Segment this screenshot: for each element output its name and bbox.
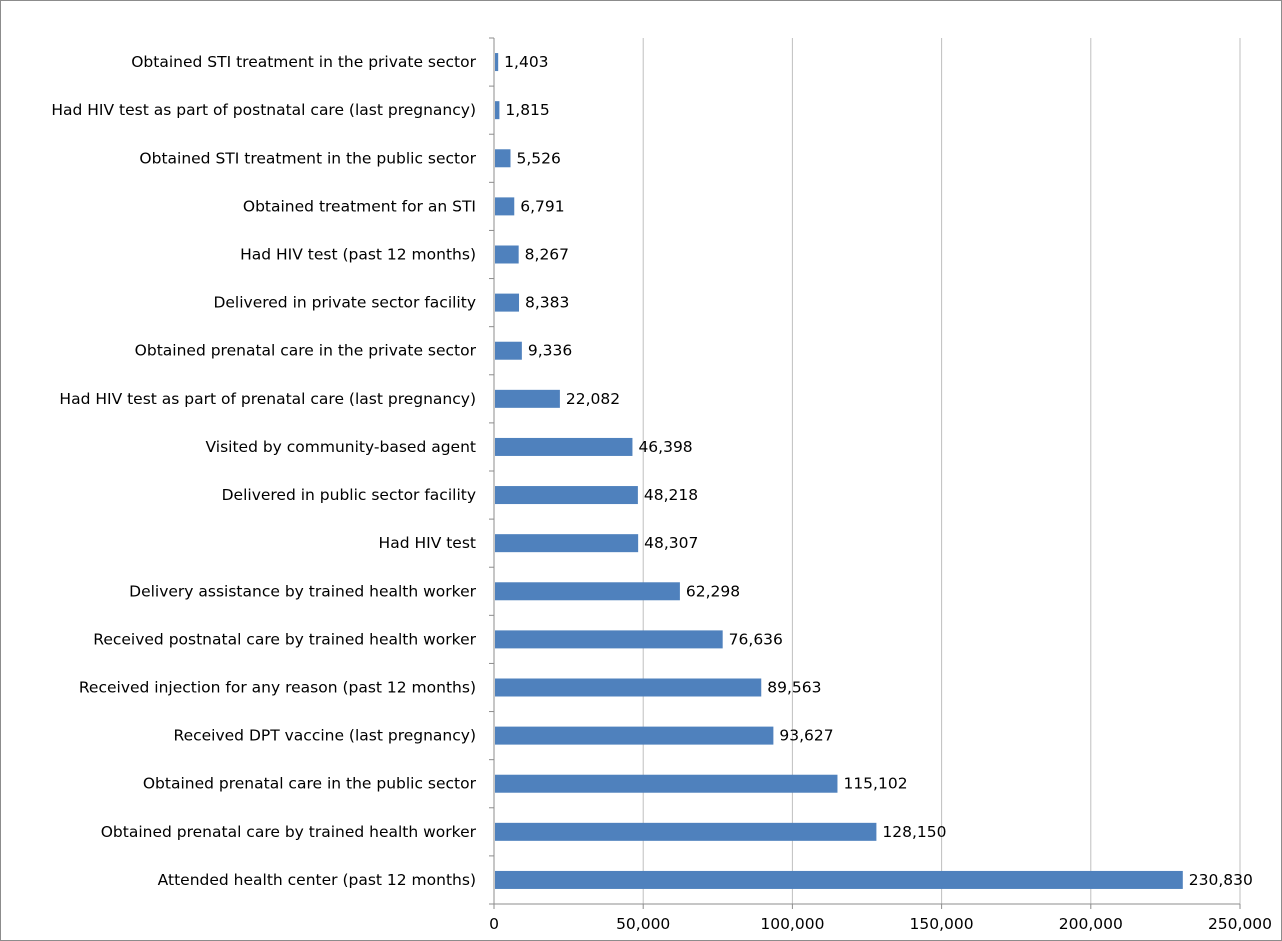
data-label: 230,830 [1189, 871, 1253, 889]
category-label: Obtained prenatal care in the private se… [135, 342, 477, 360]
bar [495, 582, 680, 601]
bar [495, 678, 762, 697]
axes [489, 37, 1241, 909]
x-tick-label: 200,000 [1059, 915, 1123, 933]
bar [495, 149, 511, 168]
x-tick-label: 250,000 [1208, 915, 1272, 933]
data-label: 76,636 [729, 630, 783, 648]
data-label: 6,791 [520, 197, 564, 215]
data-label: 93,627 [779, 727, 833, 745]
data-label: 48,218 [644, 486, 698, 504]
data-label: 22,082 [566, 390, 620, 408]
data-label: 62,298 [686, 582, 740, 600]
bar [495, 870, 1183, 889]
category-label: Attended health center (past 12 months) [158, 871, 476, 889]
category-label: Obtained prenatal care by trained health… [101, 823, 477, 841]
data-label: 8,383 [525, 294, 569, 312]
data-label: 8,267 [525, 246, 569, 264]
data-label: 5,526 [516, 149, 560, 167]
bar [495, 245, 519, 264]
category-label: Delivered in private sector facility [213, 294, 476, 312]
category-labels: Obtained STI treatment in the private se… [51, 53, 476, 889]
x-tick-label: 150,000 [910, 915, 974, 933]
data-label: 89,563 [767, 679, 821, 697]
bar [495, 389, 560, 408]
category-label: Had HIV test (past 12 months) [240, 246, 476, 264]
data-label: 1,403 [504, 53, 548, 71]
category-label: Obtained STI treatment in the private se… [131, 53, 476, 71]
category-label: Obtained STI treatment in the public sec… [139, 149, 476, 167]
data-label: 48,307 [644, 534, 698, 552]
category-label: Obtained prenatal care in the public sec… [143, 775, 477, 793]
bar [495, 437, 633, 456]
data-label: 9,336 [528, 342, 572, 360]
category-label: Had HIV test [379, 534, 476, 552]
gridlines [642, 38, 1241, 904]
bar [495, 341, 522, 360]
x-tick-label: 50,000 [616, 915, 670, 933]
category-label: Delivery assistance by trained health wo… [129, 582, 476, 600]
data-label: 1,815 [505, 101, 549, 119]
category-label: Had HIV test as part of prenatal care (l… [59, 390, 476, 408]
category-label: Obtained treatment for an STI [243, 197, 476, 215]
data-label: 128,150 [882, 823, 946, 841]
bars [495, 53, 1183, 889]
bar [495, 822, 877, 841]
bar [495, 486, 638, 505]
x-tick-label: 0 [489, 915, 499, 933]
bar [495, 726, 774, 745]
category-label: Had HIV test as part of postnatal care (… [51, 101, 476, 119]
data-label: 46,398 [638, 438, 692, 456]
bar [495, 630, 723, 649]
bar [495, 534, 639, 553]
category-label: Received postnatal care by trained healt… [93, 630, 476, 648]
category-label: Received injection for any reason (past … [79, 679, 476, 697]
bar [495, 293, 520, 312]
x-tick-labels: 0 50,000 100,000 150,000 200,000 250,000 [489, 915, 1272, 933]
bar [495, 101, 500, 120]
bar [495, 53, 499, 72]
data-label: 115,102 [843, 775, 907, 793]
category-label: Visited by community-based agent [206, 438, 477, 456]
category-label: Delivered in public sector facility [222, 486, 476, 504]
bar [495, 197, 515, 216]
category-label: Received DPT vaccine (last pregnancy) [174, 727, 477, 745]
x-tick-label: 100,000 [760, 915, 824, 933]
bar [495, 774, 838, 793]
value-labels: 1,403 1,815 5,526 6,791 8,267 8,383 9,336 22,08… [504, 53, 1253, 889]
